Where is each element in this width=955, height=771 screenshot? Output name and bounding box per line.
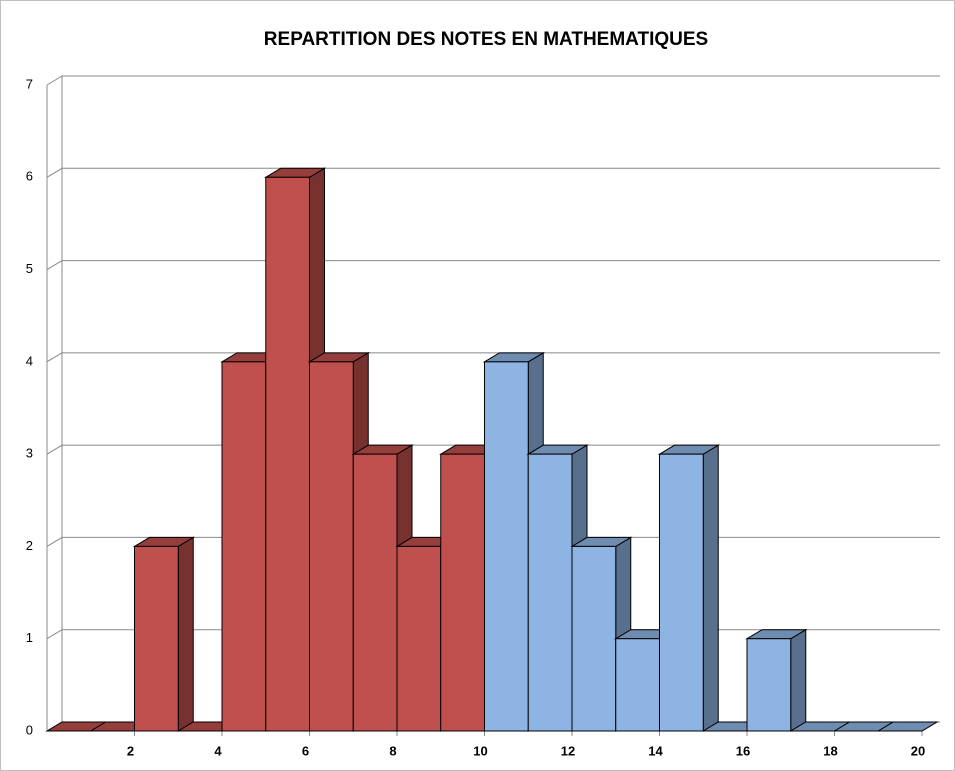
- y-tick-label: 3: [26, 446, 33, 461]
- bar: [265, 176, 310, 732]
- bar-side: [177, 536, 194, 732]
- x-tick-label: 18: [823, 743, 837, 758]
- bar: [221, 361, 267, 732]
- bar: [527, 453, 573, 732]
- grid-line-side: [46, 260, 63, 271]
- bar: [396, 545, 442, 732]
- x-tick-label: 8: [389, 743, 396, 758]
- bar-side: [702, 444, 719, 732]
- bar-side: [790, 628, 807, 732]
- grid-line-side: [46, 629, 63, 640]
- x-tick-label: 16: [736, 743, 750, 758]
- x-tick-label: 20: [911, 743, 925, 758]
- bar: [134, 545, 179, 732]
- bar: [440, 453, 485, 732]
- x-tick-label: 6: [302, 743, 309, 758]
- grid-line-side: [46, 75, 63, 86]
- bar: [615, 638, 660, 732]
- bar: [484, 361, 529, 732]
- y-tick-label: 5: [26, 261, 33, 276]
- grid-line-side: [46, 536, 63, 547]
- bar: [352, 453, 398, 732]
- x-tick-label: 2: [127, 743, 134, 758]
- bar: [571, 545, 617, 732]
- chart-title: REPARTITION DES NOTES EN MATHEMATIQUES: [264, 29, 708, 50]
- y-tick-label: 7: [26, 76, 33, 91]
- bar-top: [876, 721, 939, 732]
- bar: [309, 361, 354, 732]
- x-tick-label: 12: [561, 743, 575, 758]
- x-tick-label: 10: [473, 743, 487, 758]
- grid-line-side: [46, 444, 63, 455]
- x-tick-label: 14: [648, 743, 663, 758]
- y-tick-label: 0: [26, 722, 33, 737]
- y-tick-label: 2: [26, 538, 33, 553]
- grid-line-side: [46, 352, 63, 363]
- grid-line-side: [46, 167, 63, 178]
- bar: [746, 638, 792, 732]
- y-tick-label: 6: [26, 169, 33, 184]
- y-tick-label: 1: [26, 630, 33, 645]
- bar: [659, 453, 704, 732]
- y-tick-label: 4: [26, 353, 33, 368]
- x-tick-label: 4: [214, 743, 222, 758]
